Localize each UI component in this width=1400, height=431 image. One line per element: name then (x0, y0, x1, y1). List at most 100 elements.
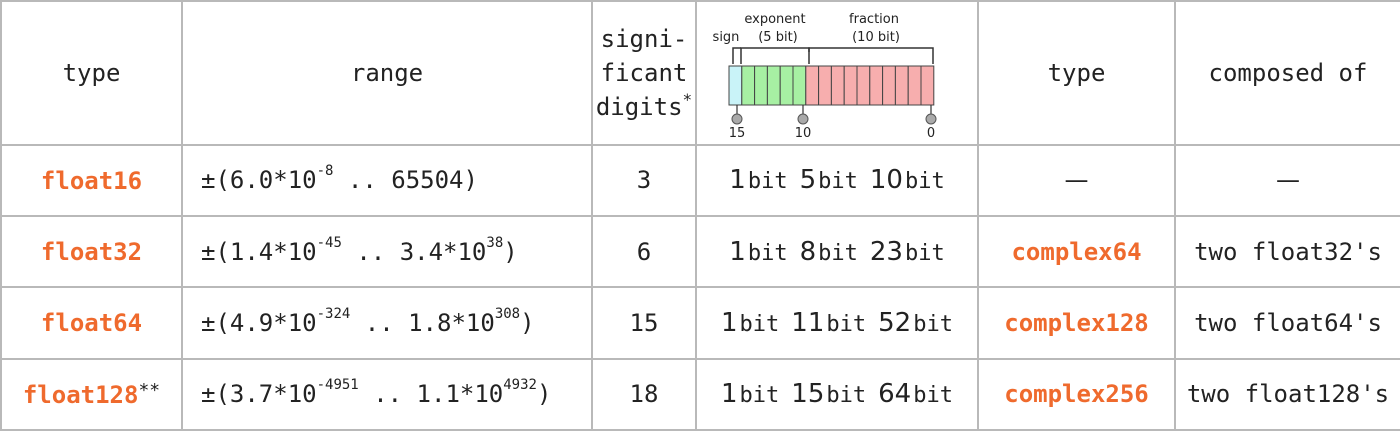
exponent-bits: 8 (799, 236, 817, 267)
type-cell: float16 (0, 143, 183, 218)
range-lower-exponent: -4951 (316, 377, 359, 394)
fraction-bit-cell (920, 65, 935, 106)
type-name: float16 (40, 166, 143, 195)
exponent-bit-cell (766, 65, 781, 106)
exponent-bit-cell (792, 65, 807, 106)
header-range: range (181, 0, 593, 146)
type-footnote-mark: ** (138, 379, 161, 401)
range-lower: ±(3.7*10 (201, 380, 317, 409)
sign-bits: 1 (721, 379, 738, 410)
bit-15-label: 15 (729, 126, 746, 141)
fraction-label: fraction (849, 12, 899, 27)
sign-bits: 1 (729, 165, 746, 196)
bit-10-label: 10 (795, 126, 812, 141)
bit-cells (728, 65, 935, 106)
exponent-bits: 11 (791, 307, 825, 338)
bit-unit: bit (826, 311, 867, 337)
range-lower: ±(4.9*10 (201, 308, 317, 337)
complex-type-cell: — (977, 143, 1176, 218)
range-cell: ±(1.4*10-45 .. 3.4*1038) (181, 214, 593, 289)
sign-bits: 1 (721, 307, 738, 338)
range-upper: .. 1.8*10 (350, 308, 495, 337)
fraction-bit-cell (907, 65, 922, 106)
range-upper: .. 3.4*10 (341, 237, 487, 266)
bits-cell: 1bit 8bit 23bit (695, 214, 979, 289)
bit-unit: bit (739, 383, 780, 409)
fraction-bits: 64 (878, 379, 912, 410)
range-upper: .. 1.1*10 (358, 380, 504, 409)
exponent-size-label: (5 bit) (758, 30, 798, 45)
sign-bits: 1 (729, 236, 746, 267)
range-cell: ±(3.7*10-4951 .. 1.1*104932) (181, 357, 593, 431)
exponent-bits: 15 (791, 379, 825, 410)
range-lower-exponent: -45 (316, 234, 342, 251)
complex-type-name: complex64 (1011, 237, 1142, 266)
complex-type-cell: complex256 (977, 357, 1176, 431)
header-row: type range signi- ficant digits* sign ex… (0, 0, 1400, 146)
fraction-bracket (808, 47, 934, 65)
bit-unit: bit (913, 311, 953, 337)
exponent-bits: 5 (799, 165, 817, 196)
exponent-label: exponent (744, 12, 805, 27)
header-significant-footnote-mark: * (682, 89, 693, 109)
bit-unit: bit (818, 169, 858, 195)
table-row: float32 ±(1.4*10-45 .. 3.4*1038) 6 1bit 8… (0, 214, 1400, 289)
fraction-bits: 10 (869, 165, 903, 196)
bit-10-marker (797, 113, 809, 125)
type-name: float64 (40, 309, 143, 338)
bit-unit: bit (913, 383, 953, 409)
fraction-bit-cell (856, 65, 871, 106)
range-upper-exponent: 38 (486, 234, 504, 251)
bit-unit: bit (904, 169, 945, 195)
bit-unit: bit (747, 240, 788, 266)
fraction-bit-cell (869, 65, 884, 106)
bit-unit: bit (739, 311, 780, 337)
bit-15-marker (731, 113, 743, 125)
digits-cell: 15 (591, 286, 697, 360)
bit-unit: bit (818, 240, 858, 266)
fraction-bit-cell (843, 65, 858, 106)
table-row: float16 ±(6.0*10-8 .. 65504) 3 1bit 5bit 1… (0, 143, 1400, 218)
table-row: float128** ±(3.7*10-4951 .. 1.1*104932) … (0, 357, 1400, 431)
range-close: ) (520, 308, 535, 337)
range-lower: ±(1.4*10 (201, 237, 317, 266)
sign-bracket (732, 47, 741, 65)
range-cell: ±(6.0*10-8 .. 65504) (181, 143, 593, 218)
bit-0-marker (925, 113, 937, 125)
type-cell: float32 (0, 214, 183, 289)
header-significant-line3: digits (595, 92, 683, 121)
table-row: float64 ±(4.9*10-324 .. 1.8*10308) 15 1b… (0, 286, 1400, 360)
fraction-bits: 23 (869, 236, 903, 267)
range-cell: ±(4.9*10-324 .. 1.8*10308) (181, 286, 593, 360)
bit-0-label: 0 (927, 126, 935, 141)
range-close: ) (503, 237, 518, 266)
type-name: float128 (22, 380, 139, 409)
fraction-bit-cell (830, 65, 845, 106)
fraction-bit-cell (894, 65, 909, 106)
exponent-bracket (740, 47, 810, 65)
sign-bit-cell (728, 65, 743, 106)
exponent-bit-cell (779, 65, 794, 106)
complex-type-cell: complex128 (977, 286, 1176, 360)
range-lower-exponent: -8 (316, 163, 334, 180)
header-composed-of: composed of (1174, 0, 1400, 146)
composed-of-cell: two float128's (1174, 357, 1400, 431)
bit-unit: bit (904, 240, 945, 266)
header-significant-digits: signi- ficant digits* (591, 0, 697, 146)
bits-cell: 1bit 11bit 52bit (695, 286, 979, 360)
sign-label: sign (713, 30, 740, 45)
range-lower-exponent: -324 (316, 305, 351, 322)
type-name: float32 (40, 238, 143, 267)
fraction-bit-cell (818, 65, 832, 106)
composed-of-cell: — (1174, 143, 1400, 218)
type-cell: float64 (0, 286, 183, 360)
complex-type-cell: complex64 (977, 214, 1176, 289)
header-complex-type: type (977, 0, 1176, 146)
range-upper-exponent: 308 (494, 305, 521, 322)
complex-type-name: complex256 (1004, 380, 1149, 409)
digits-cell: 18 (591, 357, 697, 431)
composed-of-cell: two float64's (1174, 286, 1400, 360)
composed-of-cell: two float32's (1174, 214, 1400, 289)
bits-cell: 1bit 5bit 10bit (695, 143, 979, 218)
